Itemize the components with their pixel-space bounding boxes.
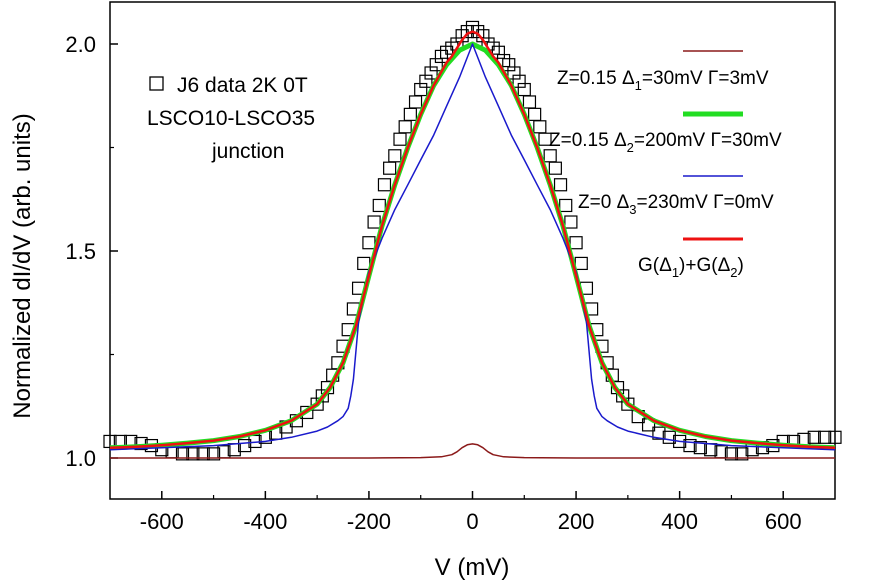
x-axis-title: V (mV) [435, 554, 510, 581]
x-tick-label: 400 [661, 509, 698, 534]
x-tick-label: 0 [466, 509, 478, 534]
data-point-square [512, 74, 526, 88]
data-point-square [134, 436, 148, 451]
data-point-square [574, 256, 588, 271]
data-point-square [398, 120, 412, 134]
data-point-square [424, 66, 438, 80]
series-line-sum [109, 30, 836, 449]
data-point-square [206, 447, 221, 461]
data-point-square [569, 236, 583, 250]
data-label-line1: J6 data 2K 0T [177, 74, 308, 97]
data-point-square [517, 82, 531, 97]
data-label-line2: LSCO10-LSCO35 [147, 107, 315, 130]
data-point-square [828, 430, 842, 444]
data-point-square [807, 430, 821, 444]
x-tick-label: 200 [558, 509, 595, 534]
data-point-square [538, 132, 552, 146]
data-point-square [383, 161, 397, 175]
data-point-square [186, 447, 200, 461]
data-point-square [388, 149, 402, 163]
data-point-square [616, 389, 630, 403]
x-tick-label: 600 [765, 509, 802, 534]
series-line-delta1 [110, 443, 835, 459]
data-point-square [357, 256, 371, 271]
y-tick-label: 1.5 [65, 239, 96, 264]
data-point-square [362, 236, 376, 250]
data-label-line3: junction [211, 140, 284, 163]
data-point-square [662, 430, 676, 444]
data-point-square [315, 389, 329, 403]
y-tick-label: 1.0 [65, 446, 96, 471]
data-point-square [419, 74, 433, 88]
data-point-square [502, 58, 516, 72]
data-point-square [564, 215, 578, 229]
data-point-square [559, 198, 573, 213]
data-annotation: J6 data 2K 0T LSCO10-LSCO35 junction [147, 74, 315, 163]
data-point-square [377, 178, 392, 192]
data-point-square [310, 397, 324, 411]
data-point-square [196, 447, 210, 461]
legend-label: Z=0.15 Δ1=30mV Γ=3mV [557, 68, 769, 93]
data-point-square [491, 45, 505, 59]
data-point-square [440, 45, 454, 59]
x-tick-label: -400 [243, 509, 287, 534]
series-line-delta2 [109, 41, 836, 451]
x-tick-label: -200 [347, 509, 391, 534]
data-point-square [465, 20, 480, 35]
data-point-square [434, 49, 449, 64]
data-marker-key [149, 76, 164, 91]
data-point-square [693, 441, 707, 455]
y-axis-title: Normalized dI/dV (arb. units) [9, 113, 36, 418]
data-point-square [652, 426, 666, 440]
data-point-square [403, 107, 417, 121]
data-point-square [522, 95, 537, 109]
series-layer [103, 20, 842, 461]
ticks: -600 -400 -200 0 200 400 600 1.0 1.5 2.0 [65, 32, 801, 534]
data-point-square [393, 132, 407, 146]
data-point-square [543, 149, 557, 163]
data-point-square [175, 447, 190, 461]
legend-label: Z=0.15 Δ2=200mV Γ=30mV [549, 130, 782, 155]
series-line-delta3 [109, 43, 836, 451]
data-point-square [735, 447, 749, 461]
data-point-square [724, 447, 739, 461]
legend: Z=0.15 Δ1=30mV Γ=3mV Z=0.15 Δ2=200mV Γ=30… [549, 50, 782, 280]
data-point-square [414, 82, 428, 97]
data-point-square [818, 430, 832, 444]
y-tick-label: 2.0 [65, 32, 96, 57]
legend-label: G(Δ1)+G(Δ2) [638, 255, 744, 280]
data-point-square [621, 397, 635, 411]
legend-label: Z=0 Δ3=230mV Γ=0mV [578, 192, 774, 217]
data-point-square [548, 161, 562, 175]
data-point-square [372, 198, 386, 213]
data-point-square [533, 120, 547, 134]
x-tick-label: -600 [140, 509, 184, 534]
data-point-square [429, 58, 443, 72]
data-point-square [528, 107, 542, 121]
data-point-square [238, 438, 252, 453]
data-point-square [553, 178, 568, 192]
data-point-square [367, 215, 381, 229]
data-point-square [408, 95, 423, 109]
data-point-square [683, 438, 697, 453]
data-point-square [507, 66, 521, 80]
